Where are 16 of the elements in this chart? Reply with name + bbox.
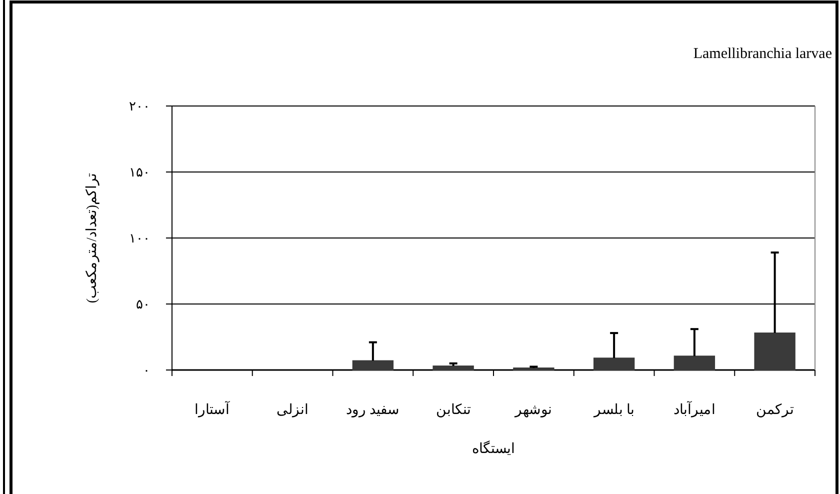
x-tick-label: انزلی [276,403,309,418]
y-tick-label: ۲۰۰ [129,98,150,114]
y-tick-label: ۱۰۰ [129,230,150,246]
y-axis-title: تراکم(تعداد/مترمکعب) [85,172,100,304]
x-tick-label: با بلسر [592,403,634,418]
y-tick-label: ۵۰ [136,296,150,312]
x-tick-label: تنکابن [436,403,471,418]
x-tick-label: سفید رود [346,403,400,418]
y-tick-label: ۱۵۰ [129,164,150,180]
x-axis-title: ایستگاه [472,440,515,457]
y-tick-label: ۰ [143,362,150,378]
x-tick-label: نوشهر [514,403,552,418]
chart-title: Lamellibranchia larvae [693,46,832,62]
x-tick-label: امیرآباد [673,400,716,418]
x-tick-label: آستارا [194,400,231,418]
x-tick-label: ترکمن [756,403,794,418]
